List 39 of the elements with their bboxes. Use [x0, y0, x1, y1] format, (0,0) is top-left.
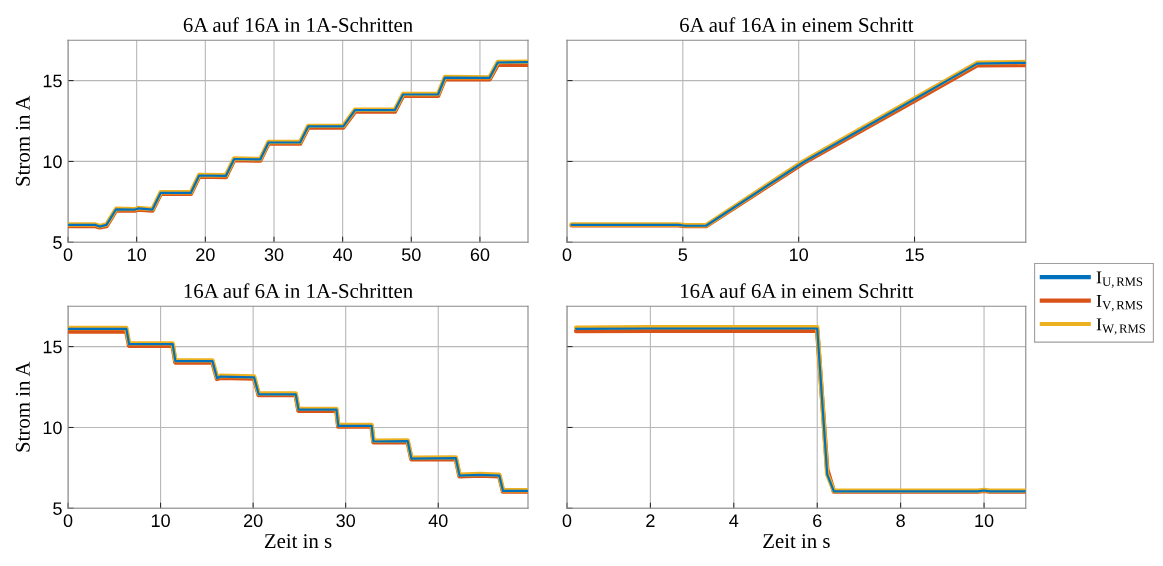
y-axis-title: Strom in A [15, 95, 30, 186]
x-tick-label: 40 [333, 248, 352, 262]
chart-title: 6A auf 16A in einem Schritt [680, 17, 914, 33]
legend-label: I$_{V,RMS}$ [1096, 294, 1143, 312]
legend-label: I$_{U,RMS}$ [1096, 271, 1143, 288]
y-tick-label: 10 [43, 421, 62, 435]
y-tick-label: 5 [53, 502, 62, 515]
y-tick-label: 15 [43, 340, 62, 354]
x-tick-label: 6 [813, 514, 822, 528]
chart-title: 16A auf 6A in einem Schritt [681, 283, 914, 299]
x-tick-label: 50 [401, 248, 421, 262]
x-tick-label: 60 [470, 248, 490, 262]
chart-title: 6A auf 16A in 1A-Schritten [183, 17, 413, 33]
x-tick-label: 0 [562, 514, 572, 528]
x-tick-label: 30 [264, 248, 284, 262]
legend-label: I$_{W,RMS}$ [1096, 318, 1145, 335]
x-tick-label: 0 [63, 514, 73, 528]
x-tick-label: 15 [905, 248, 924, 262]
y-tick-label: 5 [53, 236, 62, 249]
x-tick-label: 8 [896, 514, 905, 528]
x-tick-label: 2 [646, 514, 655, 527]
y-tick-label: 10 [43, 155, 62, 169]
x-tick-label: 20 [196, 248, 215, 262]
x-tick-label: 10 [128, 248, 147, 262]
x-tick-label: 4 [729, 514, 739, 527]
x-axis-title: Zeit in s [763, 534, 830, 549]
x-tick-label: 10 [790, 248, 809, 262]
y-tick-label: 15 [43, 74, 62, 88]
x-tick-label: 20 [244, 514, 263, 528]
x-tick-label: 0 [63, 248, 73, 262]
x-tick-label: 10 [151, 514, 170, 528]
x-tick-label: 0 [562, 248, 572, 262]
chart-title: 16A auf 6A in 1A-Schritten [184, 283, 413, 299]
x-tick-label: 40 [428, 514, 448, 528]
x-tick-label: 10 [975, 514, 994, 528]
x-tick-label: 5 [678, 248, 688, 262]
x-tick-label: 30 [336, 514, 356, 528]
x-axis-title: Zeit in s [264, 534, 332, 549]
y-axis-title: Strom in A [15, 361, 30, 452]
